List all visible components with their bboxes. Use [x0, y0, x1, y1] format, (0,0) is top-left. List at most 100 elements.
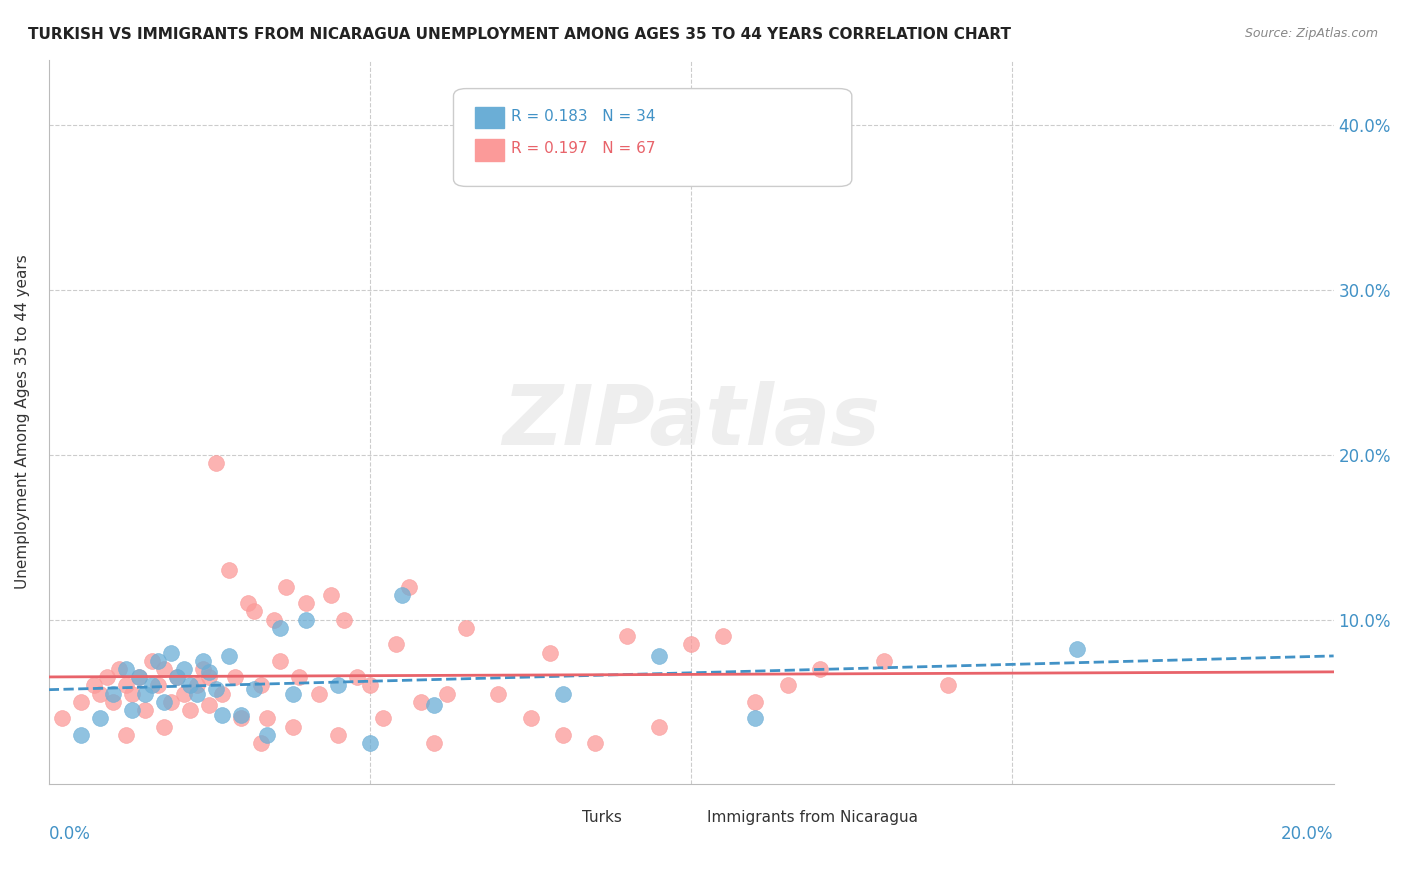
- Point: [249, 678, 271, 692]
- Text: TURKISH VS IMMIGRANTS FROM NICARAGUA UNEMPLOYMENT AMONG AGES 35 TO 44 YEARS CORR: TURKISH VS IMMIGRANTS FROM NICARAGUA UNE…: [28, 27, 1011, 42]
- Point: [159, 695, 181, 709]
- Point: [224, 670, 246, 684]
- Point: [269, 621, 291, 635]
- Point: [281, 720, 304, 734]
- Point: [359, 678, 381, 692]
- Point: [281, 687, 304, 701]
- Text: Turks: Turks: [582, 810, 621, 825]
- Point: [288, 670, 311, 684]
- Point: [616, 629, 638, 643]
- Point: [218, 648, 240, 663]
- Point: [198, 698, 221, 713]
- Text: ZIPatlas: ZIPatlas: [502, 382, 880, 462]
- Point: [711, 629, 734, 643]
- Point: [269, 654, 291, 668]
- Point: [263, 613, 285, 627]
- Bar: [665, 811, 697, 824]
- Point: [519, 711, 541, 725]
- Point: [153, 720, 176, 734]
- Point: [648, 648, 671, 663]
- Point: [198, 665, 221, 680]
- Point: [173, 662, 195, 676]
- Point: [551, 728, 574, 742]
- Text: 0.0%: 0.0%: [49, 825, 90, 844]
- Point: [70, 695, 93, 709]
- Point: [204, 681, 226, 696]
- Point: [121, 703, 143, 717]
- Point: [211, 708, 233, 723]
- Point: [128, 670, 150, 684]
- Point: [204, 456, 226, 470]
- Point: [423, 698, 446, 713]
- Point: [231, 708, 253, 723]
- Point: [218, 563, 240, 577]
- Point: [166, 670, 188, 684]
- Point: [456, 621, 478, 635]
- Point: [371, 711, 394, 725]
- Point: [294, 596, 316, 610]
- Point: [398, 580, 420, 594]
- Bar: [475, 107, 503, 128]
- Point: [115, 728, 138, 742]
- Point: [134, 687, 156, 701]
- Text: Source: ZipAtlas.com: Source: ZipAtlas.com: [1244, 27, 1378, 40]
- Point: [83, 678, 105, 692]
- Point: [294, 613, 316, 627]
- Point: [488, 687, 510, 701]
- Point: [153, 695, 176, 709]
- Point: [681, 637, 703, 651]
- Point: [89, 687, 111, 701]
- Point: [326, 678, 349, 692]
- Point: [141, 654, 163, 668]
- Bar: [544, 811, 575, 824]
- Point: [333, 613, 356, 627]
- Point: [411, 695, 433, 709]
- Point: [173, 687, 195, 701]
- Point: [70, 728, 93, 742]
- Point: [346, 670, 368, 684]
- Point: [1066, 642, 1088, 657]
- Point: [391, 588, 413, 602]
- Point: [179, 703, 201, 717]
- Point: [256, 728, 278, 742]
- Point: [179, 678, 201, 692]
- Point: [423, 736, 446, 750]
- Point: [191, 662, 214, 676]
- Point: [936, 678, 959, 692]
- Point: [141, 678, 163, 692]
- Point: [873, 654, 896, 668]
- Point: [243, 604, 266, 618]
- Point: [115, 662, 138, 676]
- Point: [186, 687, 208, 701]
- Point: [121, 687, 143, 701]
- Point: [551, 687, 574, 701]
- Point: [211, 687, 233, 701]
- Point: [134, 703, 156, 717]
- Point: [51, 711, 73, 725]
- Point: [744, 695, 766, 709]
- Point: [308, 687, 330, 701]
- Point: [436, 687, 458, 701]
- Point: [231, 711, 253, 725]
- Point: [108, 662, 131, 676]
- Point: [243, 681, 266, 696]
- Point: [96, 670, 118, 684]
- Text: Immigrants from Nicaragua: Immigrants from Nicaragua: [707, 810, 918, 825]
- Point: [191, 654, 214, 668]
- Point: [166, 670, 188, 684]
- Point: [326, 728, 349, 742]
- Point: [146, 654, 169, 668]
- Point: [321, 588, 343, 602]
- Point: [276, 580, 298, 594]
- Point: [538, 646, 561, 660]
- Point: [776, 678, 799, 692]
- Point: [186, 678, 208, 692]
- Point: [128, 670, 150, 684]
- Point: [384, 637, 406, 651]
- FancyBboxPatch shape: [454, 88, 852, 186]
- Point: [359, 736, 381, 750]
- Point: [115, 678, 138, 692]
- Point: [808, 662, 831, 676]
- Text: R = 0.183   N = 34: R = 0.183 N = 34: [512, 109, 655, 124]
- Text: 20.0%: 20.0%: [1281, 825, 1334, 844]
